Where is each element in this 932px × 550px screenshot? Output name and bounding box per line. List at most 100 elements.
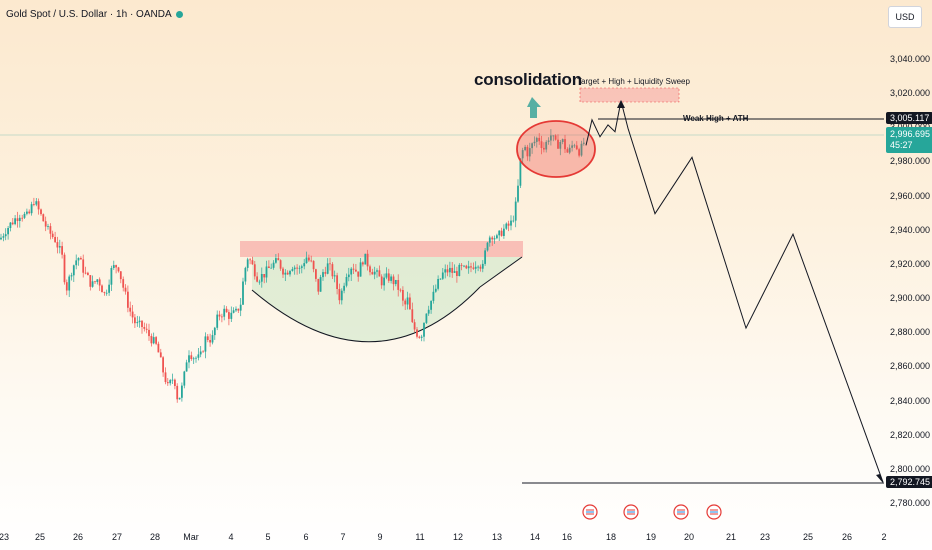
candle-down (115, 265, 117, 268)
candle-up (289, 271, 291, 275)
currency-button[interactable]: USD (888, 6, 922, 28)
candle-up (265, 266, 268, 278)
candle-down (578, 149, 580, 156)
candle-up (4, 234, 7, 237)
candle-up (437, 279, 439, 289)
candle-up (533, 141, 536, 144)
resistance-zone (240, 241, 523, 257)
candle-down (119, 271, 122, 280)
time-tick: 2 (881, 532, 887, 542)
candle-down (566, 149, 569, 153)
candle-up (420, 336, 423, 338)
candle-up (216, 314, 219, 328)
candle-down (479, 266, 482, 269)
time-tick: 4 (228, 532, 234, 542)
candle-up (199, 351, 202, 355)
candle-down (317, 278, 320, 292)
candle-down (122, 279, 125, 288)
candle-down (98, 279, 101, 286)
projection-arrowhead-icon (876, 474, 883, 483)
candle-down (554, 135, 557, 140)
price-tick: 2,800.000 (890, 463, 931, 474)
candle-down (357, 271, 360, 277)
candle-down (37, 201, 40, 210)
candle-up (270, 267, 273, 269)
candle-down (228, 312, 230, 319)
candle-up (58, 246, 61, 248)
time-tick: 9 (377, 532, 383, 542)
candle-down (16, 218, 19, 221)
time-tick: 5 (265, 532, 271, 542)
candle-up (340, 290, 343, 301)
candle-up (319, 277, 322, 292)
candle-up (0, 237, 2, 240)
candle-up (272, 262, 275, 268)
candle-down (543, 147, 545, 150)
candle-up (453, 271, 456, 273)
candle-up (75, 260, 78, 266)
candle-down (402, 290, 404, 301)
candle-up (488, 237, 491, 243)
price-tick: 2,920.000 (890, 258, 931, 269)
candle-down (221, 316, 223, 318)
candle-down (507, 223, 510, 226)
candle-down (355, 269, 357, 272)
candle-down (127, 291, 129, 308)
candle-down (162, 357, 164, 373)
candle-down (296, 267, 298, 269)
candle-down (63, 254, 66, 283)
weak-high-label: Weak High + ATH (683, 114, 749, 123)
candle-down (331, 264, 334, 277)
price-tick: 2,980.000 (890, 156, 931, 167)
candle-down (399, 289, 402, 291)
candle-down (251, 260, 254, 265)
candle-down (263, 274, 266, 278)
candle-up (449, 267, 451, 273)
candle-down (538, 137, 541, 142)
candle-down (40, 209, 42, 215)
candle-down (411, 309, 414, 323)
candle-down (51, 233, 54, 237)
candle-down (124, 287, 127, 292)
candle-up (521, 150, 524, 159)
candle-down (282, 268, 284, 275)
cup-pattern (252, 257, 522, 342)
event-flags[interactable] (582, 504, 722, 520)
candle-up (550, 135, 552, 141)
candle-up (427, 309, 430, 314)
candle-up (197, 354, 200, 358)
candle-up (300, 266, 303, 268)
candle-up (244, 267, 247, 282)
candle-up (519, 158, 522, 186)
candle-down (446, 269, 449, 273)
candle-down (329, 263, 331, 265)
candle-up (18, 217, 21, 221)
price-tick: 3,020.000 (890, 88, 931, 99)
candle-up (430, 300, 432, 310)
price-tick: 2,900.000 (890, 293, 931, 304)
candle-up (108, 284, 110, 293)
candle-up (383, 277, 385, 286)
candle-up (512, 220, 515, 222)
annotation-arrow-icon (527, 97, 541, 118)
candle-down (150, 336, 153, 344)
candle-down (371, 272, 374, 275)
time-tick: 6 (303, 532, 309, 542)
candle-down (310, 260, 313, 262)
candle-up (484, 250, 486, 264)
target-label: Target + High + Liquidity Sweep (577, 77, 690, 86)
candle-up (547, 140, 550, 142)
target-zone (579, 87, 680, 103)
candle-down (134, 317, 136, 324)
candle-down (491, 237, 494, 240)
candle-down (380, 276, 383, 286)
candle-up (211, 335, 214, 343)
candle-down (378, 270, 381, 277)
time-tick: 23 (759, 532, 771, 542)
candle-down (28, 211, 31, 214)
candle-up (138, 320, 141, 323)
chart-title: Gold Spot / U.S. Dollar · 1h · OANDA (6, 9, 183, 20)
time-tick: 25 (34, 532, 46, 542)
candle-up (568, 147, 571, 153)
